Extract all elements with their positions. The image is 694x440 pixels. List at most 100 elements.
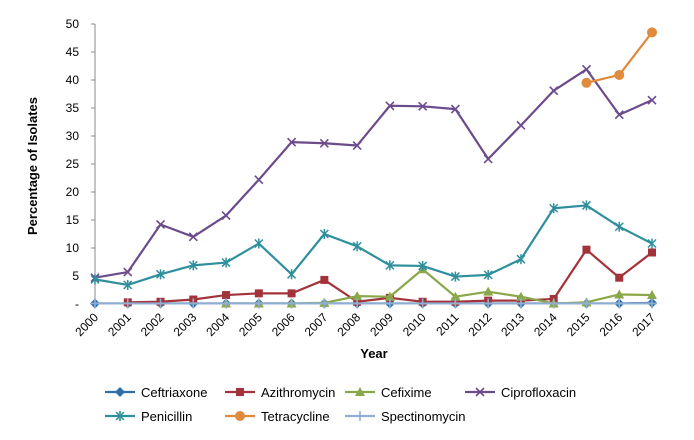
legend-label: Azithromycin: [261, 385, 335, 400]
data-point: [614, 110, 624, 120]
legend: Ceftriaxone Azithromycin Cefixime Ciproflox…: [105, 385, 576, 424]
x-tick-label: 2006: [269, 310, 298, 339]
marker-stroke: [319, 138, 329, 148]
data-point: [450, 104, 460, 114]
data-point: [384, 291, 395, 301]
y-tick-label: 15: [66, 213, 80, 227]
data-point: [418, 260, 428, 271]
y-tick-label: 5: [72, 269, 79, 283]
data-point: [614, 221, 624, 232]
data-point: [549, 203, 559, 214]
data-point: [483, 154, 493, 164]
legend-item-tetracycline: Tetracycline: [225, 409, 330, 424]
x-tick-label: 2001: [105, 310, 134, 339]
data-point: [581, 64, 592, 74]
marker-stroke: [581, 64, 592, 74]
marker-stroke: [123, 267, 133, 277]
y-tick-label: 30: [66, 129, 80, 143]
marker-stroke: [516, 120, 526, 130]
marker-stroke: [385, 101, 395, 111]
y-tick-label: -: [75, 297, 79, 311]
x-tick-label: 2009: [367, 310, 396, 339]
y-tick-label: 35: [66, 101, 80, 115]
marker-stroke: [614, 110, 624, 120]
x-tick-label: 2000: [72, 310, 101, 339]
data-point: [222, 291, 231, 300]
data-point: [254, 175, 264, 185]
data-point: [188, 298, 199, 309]
data-point: [286, 298, 297, 309]
data-point: [450, 291, 461, 301]
data-point: [355, 411, 365, 421]
legend-item-azithromycin: Azithromycin: [225, 385, 335, 400]
data-point: [355, 387, 365, 396]
data-point: [122, 298, 133, 309]
marker-stroke: [475, 387, 485, 397]
y-tick-label: 40: [66, 73, 80, 87]
data-point: [155, 269, 166, 280]
series-line: [94, 204, 653, 287]
data-point: [385, 260, 395, 271]
data-point: [90, 274, 100, 285]
data-point: [115, 411, 125, 421]
data-point: [647, 27, 657, 38]
data-point: [287, 269, 297, 280]
data-point: [475, 387, 485, 397]
data-point: [417, 298, 428, 309]
data-point: [647, 95, 657, 105]
x-tick-label: 2012: [466, 310, 495, 339]
x-tick-label: 2003: [171, 310, 200, 339]
series-tetracycline: [581, 27, 657, 88]
data-point: [123, 267, 133, 277]
data-point: [549, 86, 559, 96]
marker-stroke: [352, 140, 362, 151]
data-point: [581, 77, 592, 88]
x-tick-label: 2002: [138, 310, 167, 339]
data-point: [581, 200, 592, 211]
data-point: [287, 137, 297, 147]
marker-stroke: [188, 232, 198, 242]
series-penicillin: [90, 200, 657, 290]
data-point: [352, 241, 362, 252]
data-point: [254, 238, 264, 249]
x-tick-label: 2005: [236, 310, 265, 339]
marker-stroke: [418, 101, 428, 111]
marker-stroke: [549, 86, 559, 96]
data-point: [582, 245, 591, 254]
data-point: [647, 298, 657, 309]
data-point: [155, 298, 166, 309]
series-line: [94, 68, 653, 279]
data-point: [188, 232, 198, 242]
data-point: [188, 260, 198, 271]
x-tick-label: 2014: [531, 310, 560, 339]
data-point: [418, 101, 428, 111]
legend-label: Ceftriaxone: [141, 385, 207, 400]
data-point: [221, 210, 231, 221]
data-point: [614, 69, 625, 80]
y-axis-title: Percentage of Isolates: [25, 97, 40, 235]
marker-stroke: [287, 137, 297, 147]
data-point: [515, 298, 526, 309]
legend-item-ceftriaxone: Ceftriaxone: [105, 385, 207, 400]
legend-label: Cefixime: [381, 385, 432, 400]
data-point: [352, 291, 363, 301]
legend-label: Spectinomycin: [381, 409, 466, 424]
axes: - 5 10 15 20 25 30 35 40 45 50 2000 2001 2002 2003 2004…: [66, 17, 659, 339]
series-layer: [90, 27, 657, 309]
data-point: [115, 387, 125, 397]
data-point: [236, 388, 244, 396]
data-point: [287, 289, 296, 298]
data-point: [483, 298, 494, 309]
legend-item-spectinomycin: Spectinomycin: [345, 409, 466, 424]
data-point: [515, 291, 526, 301]
x-axis-title: Year: [360, 346, 387, 361]
data-point: [450, 298, 461, 309]
data-point: [385, 101, 395, 111]
data-point: [483, 286, 494, 296]
data-point: [647, 290, 657, 300]
data-point: [548, 298, 559, 309]
data-point: [253, 298, 264, 309]
data-point: [615, 273, 624, 282]
y-tick-label: 25: [66, 157, 80, 171]
